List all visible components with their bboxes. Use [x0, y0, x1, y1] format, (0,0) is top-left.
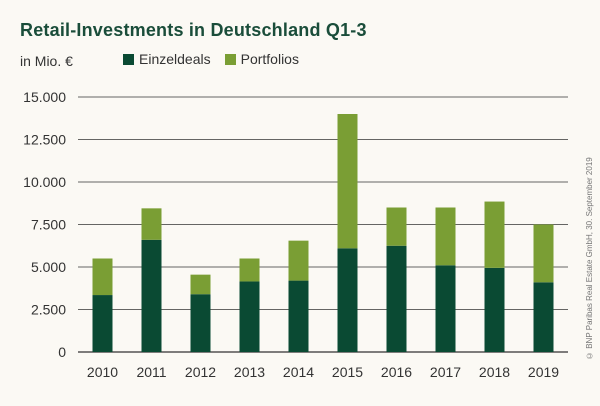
bar-einzeldeals-2018: [484, 267, 505, 352]
bar-einzeldeals-2011: [141, 239, 162, 352]
bar-portfolios-2018: [484, 201, 505, 268]
legend-label-einzeldeals: Einzeldeals: [139, 51, 211, 67]
x-tick-label-2013: 2013: [234, 364, 265, 380]
bar-portfolios-2017: [435, 207, 456, 266]
x-tick-label-2018: 2018: [479, 364, 510, 380]
y-axis-unit-label: in Mio. €: [20, 53, 73, 69]
y-tick-label-2500: 2.500: [31, 302, 66, 318]
x-tick-label-2016: 2016: [381, 364, 412, 380]
copyright-credit: © BNP Paribas Real Estate GmbH, 30. Sept…: [585, 157, 594, 360]
y-tick-label-7500: 7.500: [31, 217, 66, 233]
legend-swatch-portfolios: [224, 53, 236, 65]
bar-portfolios-2019: [533, 224, 554, 283]
y-tick-label-0: 0: [58, 344, 66, 360]
y-tick-label-12500: 12.500: [23, 132, 66, 148]
bar-portfolios-2012: [190, 274, 211, 295]
bar-portfolios-2013: [239, 258, 260, 282]
x-tick-label-2017: 2017: [430, 364, 461, 380]
legend-swatch-einzeldeals: [123, 53, 134, 65]
bar-einzeldeals-2012: [190, 294, 211, 352]
bar-portfolios-2016: [386, 207, 407, 246]
x-tick-label-2010: 2010: [87, 364, 118, 380]
y-tick-label-15000: 15.000: [23, 89, 66, 105]
y-tick-label-10000: 10.000: [23, 174, 66, 190]
x-tick-label-2011: 2011: [136, 364, 166, 380]
legend-item-einzeldeals: Einzeldeals: [123, 51, 211, 67]
y-tick-label-5000: 5.000: [31, 259, 66, 275]
x-tick-label-2014: 2014: [283, 364, 314, 380]
bar-portfolios-2010: [92, 258, 113, 296]
legend-label-portfolios: Portfolios: [240, 51, 299, 67]
legend-item-portfolios: Portfolios: [224, 51, 299, 67]
bar-einzeldeals-2010: [92, 295, 113, 352]
bar-portfolios-2014: [288, 240, 309, 281]
bar-einzeldeals-2013: [239, 281, 260, 352]
bar-einzeldeals-2014: [288, 280, 309, 352]
bar-portfolios-2015: [337, 114, 358, 249]
bar-einzeldeals-2015: [337, 248, 358, 352]
bar-einzeldeals-2017: [435, 265, 456, 352]
x-tick-label-2012: 2012: [185, 364, 216, 380]
x-tick-label-2015: 2015: [332, 364, 363, 380]
bar-einzeldeals-2016: [386, 245, 407, 352]
legend: Einzeldeals Portfolios: [123, 51, 313, 67]
x-tick-label-2019: 2019: [528, 364, 559, 380]
bar-portfolios-2011: [141, 208, 162, 240]
bar-einzeldeals-2019: [533, 282, 554, 352]
chart-title: Retail-Investments in Deutschland Q1-3: [20, 20, 367, 40]
